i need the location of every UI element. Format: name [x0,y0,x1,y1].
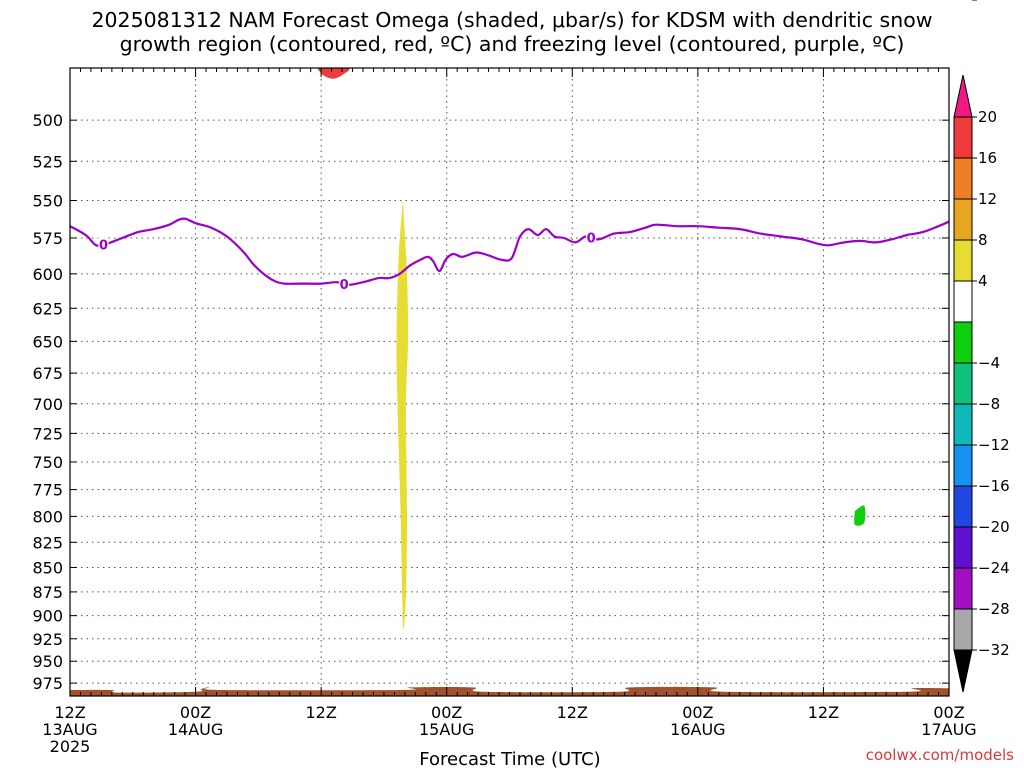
colorbar-band [953,444,973,487]
y-tick-label: 500 [32,111,63,130]
colorbar-band [953,362,973,405]
y-tick-label: 800 [32,507,63,526]
x-tick-label: 00Z [933,703,964,722]
y-tick-label: 900 [32,607,63,626]
omega-region-2 [317,68,350,79]
colorbar-band [953,485,973,528]
y-tick-label: 875 [32,583,63,602]
y-tick-label: 700 [32,395,63,414]
colorbar-label: 16 [978,149,997,167]
colorbar-label: −36 [978,0,1010,4]
colorbar-label: −8 [978,395,1000,413]
freezing-level-layer: 0 0 0 [70,217,949,293]
colorbar-band [953,116,973,159]
omega-shading [317,68,866,630]
freezing-level-label-bg [339,277,350,292]
grid [70,68,949,696]
colorbar-label: −28 [978,600,1010,618]
y-axis: 500 525 550 575 600 625 650 675 700 725 750 775 800 8… [32,111,949,693]
credit-text: coolwx.com/models [866,746,1014,764]
y-tick-label: 575 [32,229,63,248]
omega-region-1 [854,505,866,526]
x-tick-label: 2025 [50,737,91,756]
x-tick-label: 12Z [305,703,336,722]
y-tick-label: 600 [32,265,63,284]
colorbar-label: −12 [978,436,1010,454]
colorbar-band [953,608,973,651]
colorbar-band [953,321,973,364]
x-tick-label: 00Z [431,703,462,722]
freezing-level-label-bg [98,237,109,252]
colorbar-label: −24 [978,559,1010,577]
colorbar: 20 16 12 8 4 −4 −8 −12 −16 −20 −24 −28 −32 −36 [953,0,1010,693]
y-tick-label: 675 [32,364,63,383]
plot-background [70,68,949,696]
x-tick-label: 00Z [682,703,713,722]
x-tick-label: 12Z [54,703,85,722]
colorbar-band [953,198,973,241]
colorbar-band [953,526,973,569]
y-tick-label: 950 [32,652,63,671]
colorbar-top-arrow [953,74,973,118]
colorbar-label: −32 [978,641,1010,659]
x-tick-label: 13AUG [42,720,97,739]
freezing-level-label: 0 [340,278,349,293]
colorbar-band [953,280,973,323]
colorbar-label: 20 [978,108,997,126]
colorbar-label: 4 [978,272,988,290]
y-tick-label: 850 [32,558,63,577]
x-axis-label: Forecast Time (UTC) [419,749,600,768]
colorbar-label: 8 [978,231,988,249]
x-tick-label: 15AUG [419,720,474,739]
x-tick-label: 17AUG [921,720,976,739]
freezing-level-label: 0 [99,238,108,253]
x-tick-label: 12Z [808,703,839,722]
omega-region-0 [396,200,409,630]
y-tick-label: 825 [32,533,63,552]
y-tick-label: 750 [32,453,63,472]
colorbar-label: −4 [978,354,1000,372]
y-tick-label: 550 [32,192,63,211]
freezing-level-label: 0 [587,232,596,247]
y-tick-label: 975 [32,674,63,693]
y-tick-label: 525 [32,152,63,171]
colorbar-band [953,403,973,446]
x-tick-label: 00Z [180,703,211,722]
x-tick-label: 12Z [557,703,588,722]
colorbar-label: −16 [978,477,1010,495]
freezing-level-label-bg [586,230,597,245]
colorbar-band [953,157,973,200]
y-tick-label: 725 [32,424,63,443]
freezing-level-line [70,217,949,287]
colorbar-label: 12 [978,190,997,208]
y-tick-label: 650 [32,332,63,351]
y-tick-label: 625 [32,299,63,318]
chart-title-line-2: growth region (contoured, red, ºC) and f… [119,32,905,56]
y-tick-label: 925 [32,630,63,649]
x-tick-label: 16AUG [670,720,725,739]
x-tick-label: 14AUG [168,720,223,739]
colorbar-band [953,567,973,610]
chart-title-line-1: 2025081312 NAM Forecast Omega (shaded, μ… [91,8,933,32]
colorbar-label: −20 [978,518,1010,536]
y-tick-label: 775 [32,481,63,500]
colorbar-band [953,239,973,282]
colorbar-bottom-arrow [953,649,973,693]
